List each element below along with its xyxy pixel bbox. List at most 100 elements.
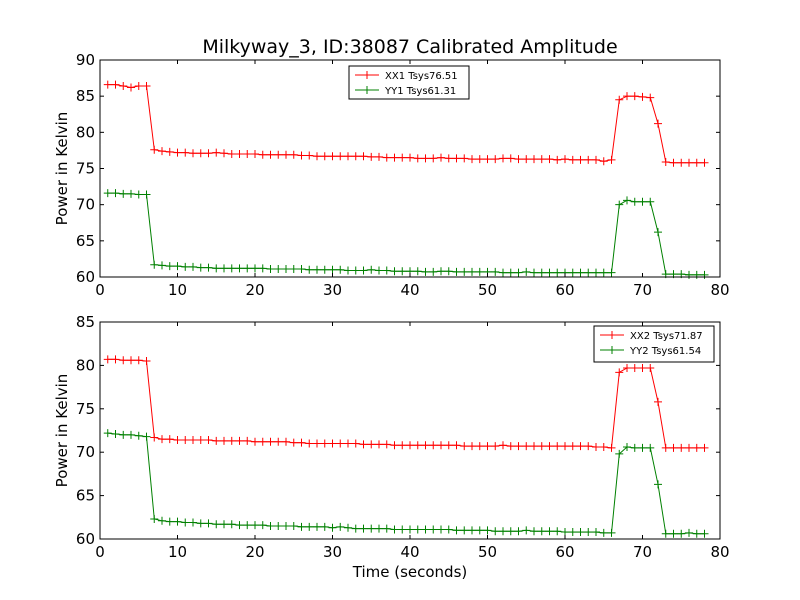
data-point <box>289 438 298 447</box>
data-point <box>421 267 430 276</box>
data-point <box>514 442 523 451</box>
data-point <box>266 150 275 159</box>
legend-box <box>593 325 715 363</box>
data-point <box>406 153 414 162</box>
data-point <box>111 429 120 438</box>
data-point <box>235 150 244 159</box>
data-point <box>204 263 213 272</box>
data-point <box>437 153 445 162</box>
data-point <box>305 439 314 448</box>
data-point <box>646 197 655 206</box>
data-point <box>305 151 314 160</box>
data-point <box>483 155 492 164</box>
data-point <box>328 152 337 161</box>
legend-marker <box>363 86 371 94</box>
data-point <box>111 189 120 198</box>
data-point <box>444 441 453 450</box>
data-point <box>592 442 600 451</box>
data-point <box>150 515 159 524</box>
data-point <box>375 266 383 275</box>
data-point <box>599 157 608 166</box>
data-point <box>429 441 438 450</box>
data-point <box>685 443 693 452</box>
x-tick-label: 70 <box>633 281 652 299</box>
data-point <box>413 154 422 163</box>
data-point <box>460 154 469 163</box>
data-point <box>227 436 236 445</box>
data-point <box>406 525 414 534</box>
y-tick-label: 60 <box>76 268 95 286</box>
data-point <box>592 155 600 164</box>
data-point <box>390 525 399 534</box>
data-point <box>320 522 329 531</box>
data-point <box>545 527 554 536</box>
y-tick-label: 75 <box>76 400 95 418</box>
top-plot: 0 10 20 30 40 50 60 70 80 60 65 70 75 80 85 90 Power in … <box>53 51 730 299</box>
data-point <box>468 442 476 451</box>
data-point <box>189 262 197 271</box>
data-point <box>181 518 190 527</box>
legend-marker <box>608 346 616 354</box>
data-point <box>623 196 631 205</box>
data-point <box>623 364 631 373</box>
data-point <box>258 521 267 530</box>
legend-label: XX2 Tsys71.87 <box>630 331 703 342</box>
y-tick-label: 65 <box>76 232 95 250</box>
data-point <box>158 516 166 525</box>
data-point <box>336 152 345 161</box>
y-tick-label: 65 <box>76 487 95 505</box>
data-point <box>468 155 476 164</box>
data-point <box>607 155 616 164</box>
data-point <box>607 443 616 452</box>
data-point <box>429 154 438 163</box>
data-point <box>615 200 624 209</box>
data-point <box>561 442 569 451</box>
data-point <box>274 521 283 530</box>
data-point <box>313 522 321 531</box>
data-point <box>196 263 205 272</box>
data-point <box>630 92 639 101</box>
data-point <box>421 154 430 163</box>
data-point <box>266 437 275 446</box>
data-point <box>568 268 577 277</box>
data-point <box>537 155 546 164</box>
data-point <box>568 442 577 451</box>
data-point <box>212 264 221 273</box>
data-point <box>181 262 190 271</box>
data-point <box>258 437 267 446</box>
data-point <box>212 520 221 529</box>
y-tick-label: 85 <box>76 87 95 105</box>
data-point <box>243 436 252 445</box>
data-point <box>483 442 492 451</box>
data-point <box>103 355 112 364</box>
data-point <box>336 265 345 274</box>
data-point <box>615 95 624 104</box>
x-axis-label: Time (seconds) <box>352 563 468 581</box>
data-point <box>545 442 554 451</box>
legend-marker <box>363 71 371 79</box>
data-point <box>173 517 182 526</box>
data-point <box>111 80 120 89</box>
data-point <box>623 442 631 451</box>
y-tick-label: 80 <box>76 356 95 374</box>
data-point <box>537 268 546 277</box>
y-tick-label: 70 <box>76 443 95 461</box>
data-point <box>375 440 383 449</box>
x-tick-label: 20 <box>245 543 264 561</box>
data-point <box>530 268 538 277</box>
data-point <box>685 158 693 167</box>
data-point <box>413 525 422 534</box>
data-point <box>607 268 616 277</box>
data-point <box>150 260 159 269</box>
data-point <box>413 267 422 276</box>
data-point <box>398 441 407 450</box>
data-point <box>669 443 678 452</box>
data-point <box>646 443 655 452</box>
data-point <box>196 519 205 528</box>
data-point <box>545 268 554 277</box>
data-point <box>351 266 360 275</box>
data-point <box>297 522 306 531</box>
data-point <box>506 154 515 163</box>
data-point <box>289 150 298 159</box>
